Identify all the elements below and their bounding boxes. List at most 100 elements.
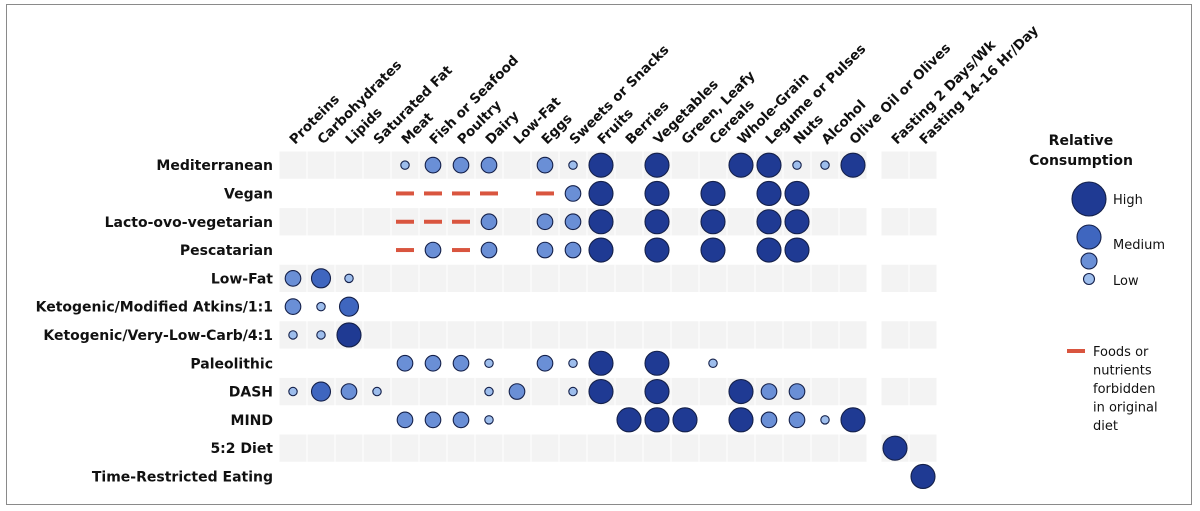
consumption-bubble [644,180,670,206]
data-marks [284,152,936,490]
grid-cell [503,264,531,292]
row-label-ketogenic-very-low-carb-4-1: Ketogenic/Very-Low-Carb/4:1 [43,328,273,344]
grid-cell [783,293,811,321]
grid-cell [559,264,587,292]
grid-cell [503,208,531,236]
grid-cell [363,208,391,236]
consumption-bubble [396,354,414,372]
grid-cell [671,293,699,321]
grid-cell [615,321,643,349]
forbidden-mark [452,219,470,224]
consumption-bubble [788,383,806,400]
consumption-bubble [700,209,726,235]
consumption-bubble [480,156,498,174]
grid-cell [503,236,531,264]
grid-cell [727,208,755,236]
consumption-bubble [588,350,614,376]
grid-cell [475,462,503,491]
grid-cell [839,434,867,462]
legend-level-medium: Medium [1113,238,1165,253]
grid-cell [839,293,867,321]
grid-cell [909,349,937,377]
grid-cell [587,462,615,491]
consumption-bubble [910,463,936,490]
consumption-bubble [338,296,360,317]
grid-cell [671,264,699,292]
consumption-bubble [340,383,358,400]
row-labels: Mediterranean Vegan Lacto-ovo-vegetarian Pe… [36,158,274,485]
grid-cell [503,293,531,321]
grid-cell [643,462,671,491]
grid-cell [615,293,643,321]
row-label-ketogenic-modified-atkins-1-1: Ketogenic/Modified Atkins/1:1 [36,300,273,316]
consumption-bubble [568,358,578,368]
legend-forbidden-label: nutrients [1093,364,1152,379]
grid-cell [279,349,307,377]
consumption-bubble [644,350,670,376]
consumption-bubble [784,237,810,263]
row-label-mediterranean: Mediterranean [156,158,273,174]
grid-cell [475,293,503,321]
grid-cell [755,293,783,321]
grid-cell [839,349,867,377]
consumption-bubble [310,381,332,402]
grid-cell [279,208,307,236]
grid-cell [643,264,671,292]
grid-cell [881,377,909,406]
grid-cell [727,293,755,321]
legend-bubble [1082,272,1096,286]
legend-title: Relative [1049,133,1114,149]
grid-cell [811,349,839,377]
grid-cell [475,321,503,349]
grid-cell [335,434,363,462]
grid-cell [587,434,615,462]
legend-bubble [1080,252,1098,270]
row-label-5-2-diet: 5:2 Diet [210,441,273,457]
grid-cell [783,321,811,349]
consumption-bubble [484,386,494,397]
grid-cell [335,406,363,434]
consumption-bubble [316,330,326,340]
consumption-bubble [728,378,754,405]
grid-cell [671,236,699,264]
grid-cell [699,377,727,406]
consumption-bubble [728,407,754,433]
grid-cell [363,406,391,434]
consumption-bubble [284,270,302,287]
consumption-bubble [792,160,802,170]
legend-bubble [1071,181,1107,217]
grid-cell [503,179,531,208]
grid-cell [335,179,363,208]
consumption-bubble [536,241,554,259]
consumption-bubble [536,156,554,174]
grid-cell [419,377,447,406]
grid-cell [391,293,419,321]
grid-cell [503,434,531,462]
grid-cell [909,179,937,208]
grid-cell [363,349,391,377]
grid-cell [727,264,755,292]
consumption-bubble [644,378,670,405]
row-label-paleolithic: Paleolithic [190,356,273,372]
row-label-pescatarian: Pescatarian [180,243,273,259]
forbidden-mark [396,248,414,253]
grid-cell [419,434,447,462]
grid-cell [559,462,587,491]
consumption-bubble [484,415,494,425]
grid-cell [727,236,755,264]
grid-cell [531,462,559,491]
grid-cell [335,462,363,491]
consumption-bubble [728,152,754,178]
consumption-bubble [396,411,414,429]
grid-cell [699,151,727,179]
grid-cell [615,179,643,208]
grid-cell [391,434,419,462]
legend-forbidden-label: forbidden [1093,382,1155,397]
consumption-bubble [564,241,582,259]
row-label-dash: DASH [229,385,273,401]
grid-cell [419,321,447,349]
grid-cell [839,236,867,264]
consumption-bubble [536,213,554,231]
grid-cell [531,377,559,406]
legend-title: Consumption [1029,153,1133,169]
